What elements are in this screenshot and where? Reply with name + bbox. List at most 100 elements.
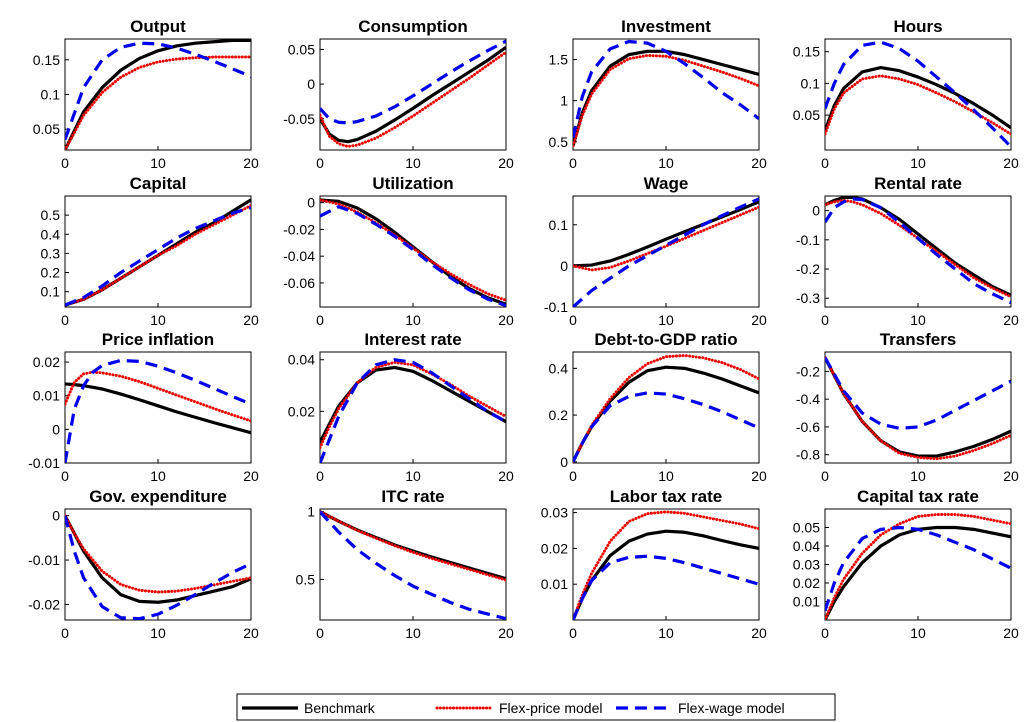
series-line-benchmark [320, 510, 506, 581]
series-line-benchmark [825, 196, 1011, 297]
panel-title-capital-tax-rate: Capital tax rate [857, 487, 979, 506]
panel-itc-rate: ITC rate 0 10 20 0.5 1 [296, 487, 514, 641]
y-tick-label: 0.01 [541, 576, 568, 592]
legend-label-benchmark: Benchmark [304, 700, 376, 716]
series-line-flex-price-model [65, 55, 251, 150]
series-line-flex-price-model [320, 198, 506, 302]
x-tick-label: 20 [1003, 625, 1019, 641]
x-tick-label: 10 [405, 312, 421, 328]
y-tick-label: -0.6 [796, 419, 820, 435]
series-line-flex-price-model [573, 354, 759, 463]
x-tick-label: 20 [751, 155, 767, 171]
x-tick-label: 0 [821, 468, 829, 484]
x-tick-label: 0 [821, 155, 829, 171]
panel-title-utilization: Utilization [372, 174, 453, 193]
y-tick-label: -0.01 [28, 455, 60, 471]
series-line-flex-wage-model [320, 510, 506, 620]
panel-gov-expenditure: Gov. expenditure 0 10 20 -0.02 -0.01 0 [28, 487, 259, 641]
series-line-flex-price-model [320, 360, 506, 450]
legend-box [236, 693, 836, 721]
series-line-flex-wage-model [825, 525, 1011, 612]
x-tick-label: 10 [910, 625, 926, 641]
series-line-flex-price-model [65, 514, 251, 594]
x-tick-label: 20 [498, 312, 514, 328]
x-tick-label: 0 [569, 625, 577, 641]
series-line-flex-price-model [320, 50, 506, 149]
y-tick-label: 0.1 [41, 284, 61, 300]
y-tick-label: 0.1 [549, 217, 569, 233]
y-tick-label: -0.02 [283, 221, 315, 237]
y-tick-label: 0.3 [41, 245, 61, 261]
y-tick-label: 0.02 [793, 575, 820, 591]
y-tick-label: -0.1 [544, 299, 568, 315]
y-tick-label: 1 [307, 504, 315, 520]
series-line-flex-price-model [573, 53, 759, 148]
y-tick-label: 0.1 [801, 75, 821, 91]
y-tick-label: -0.8 [796, 447, 820, 463]
y-tick-label: -0.04 [283, 248, 315, 264]
series-line-flex-price-model [825, 74, 1011, 136]
y-tick-label: 0.04 [793, 538, 820, 554]
series-line-benchmark [825, 525, 1011, 620]
y-tick-label: 0 [560, 454, 568, 470]
series-line-flex-wage-model [573, 391, 759, 463]
panel-title-consumption: Consumption [358, 17, 468, 36]
y-tick-label: 0 [52, 508, 60, 524]
panel-title-debt-to-gdp-ratio: Debt-to-GDP ratio [594, 330, 737, 349]
x-tick-label: 10 [658, 468, 674, 484]
y-tick-label: 0.2 [549, 407, 569, 423]
y-tick-label: 0.03 [541, 505, 568, 521]
y-tick-label: 0.05 [793, 520, 820, 536]
panel-rental-rate: Rental rate 0 10 20 -0.3 -0.2 -0.1 0 [796, 174, 1019, 328]
series-line-flex-wage-model [825, 197, 1011, 305]
x-tick-label: 20 [498, 625, 514, 641]
x-tick-label: 10 [405, 625, 421, 641]
panel-title-output: Output [130, 17, 186, 36]
x-tick-label: 20 [243, 468, 259, 484]
x-tick-label: 10 [150, 155, 166, 171]
x-tick-label: 0 [316, 312, 324, 328]
series-line-flex-price-model [65, 204, 251, 307]
panel-hours: Hours 0 10 20 0.05 0.1 0.15 [793, 17, 1019, 171]
y-tick-label: 1.5 [549, 52, 569, 68]
panel-title-wage: Wage [644, 174, 689, 193]
panel-investment: Investment 0 10 20 0.5 1 1.5 [549, 17, 767, 171]
y-tick-label: 1 [560, 93, 568, 109]
panel-title-gov-expenditure: Gov. expenditure [89, 487, 227, 506]
series-line-flex-wage-model [65, 41, 251, 141]
x-tick-label: 0 [569, 312, 577, 328]
x-tick-label: 0 [61, 468, 69, 484]
x-tick-label: 20 [498, 468, 514, 484]
x-tick-label: 0 [316, 468, 324, 484]
series-line-flex-price-model [825, 356, 1011, 461]
series-line-flex-wage-model [65, 515, 251, 620]
y-tick-label: 0.01 [793, 594, 820, 610]
panel-title-transfers: Transfers [880, 330, 957, 349]
x-tick-label: 10 [658, 625, 674, 641]
y-tick-label: 0.5 [549, 134, 569, 150]
panel-title-itc-rate: ITC rate [381, 487, 444, 506]
panel-transfers: Transfers 0 10 20 -0.8 -0.6 -0.4 -0.2 [796, 330, 1019, 484]
series-line-flex-wage-model [65, 205, 251, 307]
y-tick-label: 0 [307, 195, 315, 211]
x-tick-label: 10 [405, 155, 421, 171]
y-tick-label: -0.01 [28, 552, 60, 568]
y-tick-label: -0.05 [283, 111, 315, 127]
y-tick-label: 0.5 [41, 207, 61, 223]
panel-capital-tax-rate: Capital tax rate 0 10 20 0.01 0.02 0.03 0.04 0.0… [793, 487, 1019, 641]
y-tick-label: 0.05 [288, 41, 315, 57]
series-line-flex-wage-model [320, 39, 506, 125]
y-tick-label: -0.4 [796, 391, 820, 407]
panel-interest-rate: Interest rate 0 10 20 0.02 0.04 [288, 330, 514, 484]
panel-title-investment: Investment [621, 17, 711, 36]
panel-title-capital: Capital [130, 174, 187, 193]
x-tick-label: 10 [150, 625, 166, 641]
y-tick-label: 0.4 [41, 226, 61, 242]
x-tick-label: 10 [910, 312, 926, 328]
y-tick-label: 0.4 [549, 360, 569, 376]
legend-label-flex-wage-model: Flex-wage model [678, 700, 785, 716]
x-tick-label: 0 [569, 468, 577, 484]
x-tick-label: 10 [910, 468, 926, 484]
